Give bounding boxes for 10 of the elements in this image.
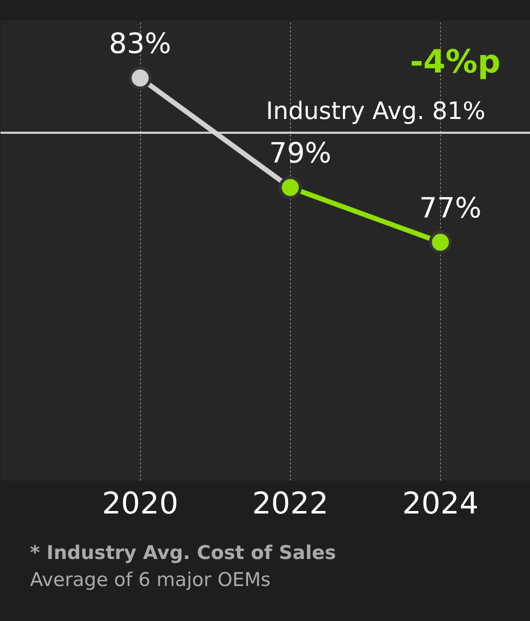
text: * Industry Avg. Cost of Sales: [30, 541, 336, 566]
data-label: 79%: [269, 136, 332, 170]
data-label: 83%: [109, 27, 172, 60]
text: Average of 6 major OEMs: [30, 568, 272, 594]
x-tick-label: 2022: [252, 486, 328, 522]
x-tick-label: 2020: [102, 486, 178, 522]
data-label: 77%: [419, 191, 482, 224]
x-tick-label: 2024: [402, 486, 479, 522]
ref-line-label: Industry Avg. 81%: [266, 96, 486, 125]
annotation: -4%p: [410, 42, 500, 80]
